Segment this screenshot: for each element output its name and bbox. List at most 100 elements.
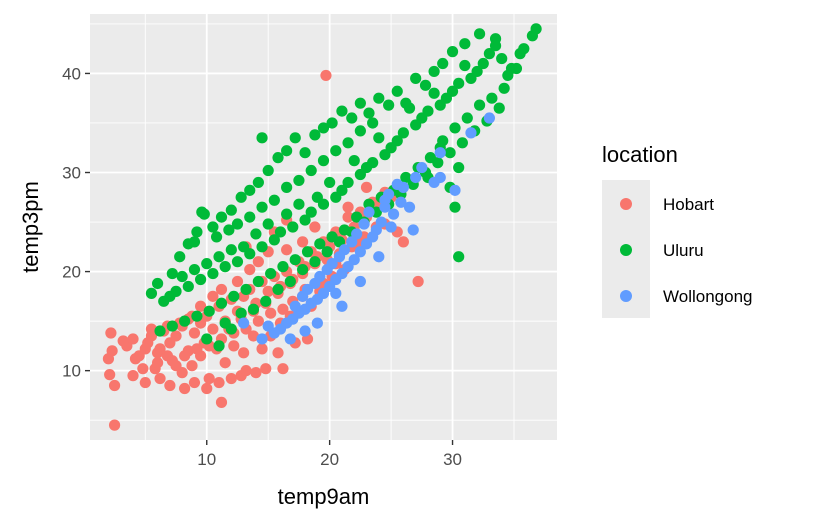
data-point: [461, 112, 473, 124]
data-point: [367, 117, 379, 129]
data-point: [379, 149, 391, 161]
data-point: [215, 297, 228, 309]
data-point: [354, 125, 366, 137]
data-point: [403, 201, 416, 213]
x-axis-title: temp9am: [278, 484, 370, 509]
data-point: [486, 92, 498, 104]
data-point: [139, 376, 151, 389]
data-point: [400, 171, 412, 184]
data-point: [289, 254, 301, 266]
data-point: [287, 221, 299, 233]
data-point: [127, 370, 139, 382]
axis-ticks: [85, 72, 454, 445]
data-point: [277, 303, 289, 315]
data-point: [252, 176, 264, 189]
data-point: [510, 62, 523, 75]
data-point: [483, 112, 496, 124]
data-point: [213, 376, 225, 389]
data-point: [363, 107, 375, 119]
data-point: [289, 132, 301, 144]
data-point: [385, 221, 397, 233]
data-point: [354, 246, 366, 258]
data-point: [363, 206, 375, 218]
data-point: [225, 372, 237, 385]
data-point: [203, 372, 215, 385]
data-point: [262, 320, 274, 332]
data-point: [191, 310, 203, 322]
data-point: [333, 251, 346, 263]
data-point: [397, 236, 409, 248]
data-point: [400, 97, 412, 109]
data-point: [387, 208, 400, 220]
data-point: [419, 79, 432, 91]
data-point: [449, 122, 461, 134]
data-point: [127, 333, 139, 345]
data-point: [164, 379, 176, 392]
data-point: [195, 300, 207, 312]
data-point: [151, 277, 164, 290]
data-point: [158, 295, 170, 307]
data-point: [238, 241, 250, 253]
data-point: [342, 211, 354, 223]
data-point: [473, 28, 486, 40]
data-point: [477, 57, 489, 70]
data-point: [207, 323, 219, 335]
data-point: [252, 275, 264, 288]
data-point: [225, 323, 237, 335]
legend-title: location: [602, 142, 678, 167]
data-point: [108, 379, 121, 392]
data-point: [179, 382, 191, 395]
data-point: [373, 92, 385, 104]
data-point: [434, 99, 446, 111]
data-point: [195, 273, 207, 286]
data-point: [330, 287, 342, 299]
data-point: [444, 147, 456, 159]
data-point: [256, 333, 268, 345]
data-point: [231, 218, 244, 230]
legend-key-hobart: [620, 198, 632, 210]
data-point: [272, 152, 284, 164]
data-point: [272, 347, 284, 359]
data-point: [397, 127, 409, 139]
data-point: [215, 396, 228, 408]
data-point: [428, 176, 440, 189]
data-point: [459, 59, 471, 72]
data-point: [437, 57, 449, 70]
data-point: [336, 105, 348, 117]
data-point: [260, 363, 272, 375]
data-point: [317, 122, 330, 134]
data-point: [182, 280, 194, 293]
data-point: [314, 238, 326, 250]
data-point: [293, 198, 305, 210]
data-point: [379, 194, 391, 206]
series-wollongong: [238, 112, 496, 345]
data-point: [256, 241, 268, 253]
data-point: [265, 307, 277, 319]
legend-key-uluru: [620, 244, 632, 256]
data-point: [262, 218, 274, 230]
data-point: [449, 201, 461, 213]
data-point: [188, 327, 201, 339]
data-point: [289, 300, 301, 312]
data-point: [432, 157, 444, 169]
data-point: [174, 251, 186, 263]
data-point: [247, 303, 260, 315]
data-point: [247, 330, 260, 342]
data-point: [207, 290, 219, 302]
data-point: [354, 97, 366, 109]
data-point: [250, 228, 262, 240]
data-point: [265, 267, 277, 280]
data-point: [293, 174, 305, 187]
data-point: [207, 221, 219, 233]
data-point: [262, 164, 274, 177]
data-point: [281, 208, 293, 220]
data-point: [207, 267, 219, 280]
data-point: [336, 300, 348, 312]
x-tick-label: 10: [197, 450, 216, 469]
data-point: [244, 211, 256, 223]
data-point: [104, 369, 116, 381]
data-point: [170, 330, 182, 342]
data-point: [252, 256, 264, 268]
data-point: [498, 82, 510, 94]
y-axis-title: temp3pm: [18, 181, 43, 273]
